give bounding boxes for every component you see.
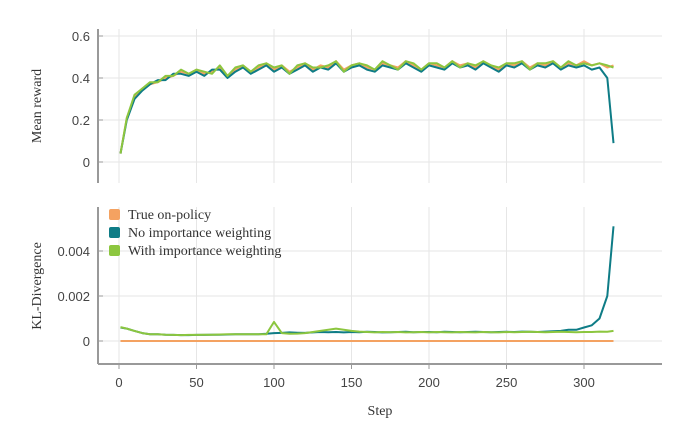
xtick-label: 200 (418, 375, 440, 390)
top-series-no-importance-weighting (119, 62, 615, 154)
bottom-series-no-importance-weighting (120, 226, 615, 337)
legend-swatch-with-importance-weighting (109, 245, 120, 256)
bottom-series-with-importance-weighting (120, 320, 614, 337)
xtick-label: 150 (341, 375, 363, 390)
xtick-label: 250 (496, 375, 518, 390)
top-series-true-on-policy (119, 60, 614, 154)
legend-swatch-no-importance-weighting (109, 227, 120, 238)
xtick-label: 100 (263, 375, 285, 390)
bottom-ytick-label: 0.002 (57, 289, 90, 304)
bottom-ytick-label: 0.004 (57, 244, 90, 259)
top-ylabel: Mean reward (30, 69, 45, 143)
legend-label-with-importance-weighting: With importance weighting (128, 244, 281, 259)
top-ytick-label: 0 (83, 155, 90, 170)
top-ytick-label: 0.4 (72, 71, 90, 86)
legend-swatch-true-on-policy (109, 209, 120, 220)
legend: True on-policy No importance weighting W… (109, 208, 281, 259)
xtick-label: 0 (115, 375, 122, 390)
top-series-with-importance-weighting (119, 60, 614, 154)
bottom-ylabel: KL-Divergence (30, 242, 45, 330)
xtick-label: 300 (573, 375, 595, 390)
legend-label-true-on-policy: True on-policy (128, 208, 211, 223)
xtick-label: 50 (189, 375, 203, 390)
bottom-ytick-label: 0 (83, 334, 90, 349)
x-axis-label: Step (368, 404, 393, 419)
legend-label-no-importance-weighting: No importance weighting (128, 226, 271, 241)
top-ytick-label: 0.2 (72, 113, 90, 128)
top-ytick-label: 0.6 (72, 29, 90, 44)
